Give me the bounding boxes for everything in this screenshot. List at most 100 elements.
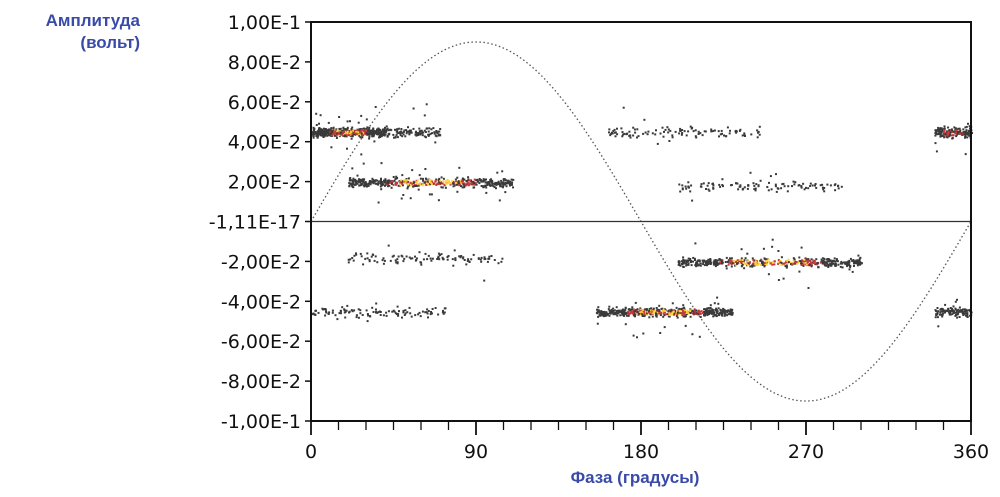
scatter-point (342, 126, 345, 129)
scatter-point (793, 183, 796, 186)
scatter-point (422, 131, 425, 134)
scatter-point (687, 312, 690, 315)
scatter-point (678, 313, 681, 316)
scatter-point (715, 309, 718, 312)
scatter-point (821, 260, 824, 262)
scatter-point (758, 133, 761, 136)
scatter-point (712, 184, 715, 187)
scatter-point (940, 127, 943, 130)
scatter-point (717, 302, 720, 305)
scatter-point (687, 185, 690, 188)
scatter-point (480, 185, 483, 187)
scatter-point (851, 259, 854, 262)
scatter-point (379, 182, 382, 185)
scatter-point (430, 193, 433, 196)
scatter-point (311, 133, 314, 136)
scatter-point (682, 258, 685, 261)
scatter-point (767, 273, 770, 276)
scatter-point (611, 310, 613, 313)
scatter-point (774, 185, 777, 188)
scatter-point (485, 186, 488, 189)
scatter-point (941, 135, 944, 137)
scatter-point (689, 315, 692, 318)
scatter-point (358, 178, 361, 181)
scatter-point (364, 182, 367, 185)
scatter-point (681, 184, 684, 187)
scatter-point (467, 260, 470, 263)
scatter-point (612, 130, 615, 132)
scatter-point (708, 311, 711, 314)
scatter-point (674, 309, 677, 312)
scatter-point (430, 183, 433, 186)
scatter-point (708, 260, 711, 263)
scatter-point (798, 270, 801, 273)
scatter-point (712, 261, 715, 264)
scatter-point (696, 262, 699, 265)
scatter-point (936, 129, 939, 132)
scatter-point (668, 140, 671, 142)
scatter-point (763, 265, 766, 268)
scatter-point (667, 315, 670, 318)
scatter-point (467, 178, 470, 181)
scatter-point (426, 312, 429, 315)
scatter-point (777, 262, 779, 265)
scatter-point (735, 259, 738, 262)
scatter-point (731, 312, 734, 315)
scatter-point (446, 258, 449, 261)
scatter-point (330, 127, 333, 130)
scatter-point (392, 254, 395, 257)
scatter-point (703, 311, 706, 313)
scatter-point (771, 245, 774, 248)
scatter-point (400, 197, 403, 200)
scatter-point (717, 307, 720, 310)
scatter-point (355, 181, 358, 184)
scatter-point (374, 255, 377, 258)
scatter-point (410, 129, 412, 132)
scatter-point (947, 133, 950, 136)
scatter-point (752, 258, 755, 261)
scatter-point (476, 178, 479, 181)
scatter-point (713, 312, 715, 315)
scatter-point (712, 263, 715, 266)
scatter-point (614, 135, 617, 138)
scatter-point (726, 126, 729, 129)
scatter-point (773, 263, 776, 266)
scatter-point (757, 130, 760, 133)
scatter-point (943, 309, 946, 312)
scatter-point (955, 131, 958, 134)
scatter-point (311, 131, 314, 134)
scatter-point (438, 181, 441, 184)
scatter-point (452, 182, 455, 185)
scatter-point (964, 130, 967, 133)
scatter-point (614, 131, 617, 134)
scatter-point (631, 306, 634, 309)
scatter-point (726, 260, 729, 263)
scatter-point (798, 256, 801, 259)
scatter-point (953, 126, 956, 129)
scatter-point (854, 260, 857, 263)
scatter-point (359, 181, 362, 184)
scatter-point (727, 312, 730, 315)
scatter-point (371, 253, 374, 256)
scatter-point (687, 181, 690, 184)
scatter-point (504, 191, 507, 194)
scatter-point (952, 309, 955, 312)
scatter-point (339, 309, 342, 312)
scatter-point (683, 130, 686, 133)
scatter-point (959, 129, 962, 132)
scatter-point (327, 121, 330, 124)
scatter-point (779, 259, 782, 262)
scatter-point (337, 132, 340, 135)
scatter-point (402, 133, 405, 136)
scatter-point (729, 311, 732, 314)
scatter-point (834, 260, 837, 263)
scatter-point (331, 132, 334, 135)
scatter-point (841, 261, 844, 264)
scatter-point (668, 313, 671, 316)
scatter-point (416, 184, 418, 187)
scatter-point (495, 184, 498, 187)
scatter-point (844, 262, 847, 265)
scatter-point (360, 153, 363, 156)
scatter-point (678, 132, 681, 135)
scatter-point (942, 308, 944, 311)
